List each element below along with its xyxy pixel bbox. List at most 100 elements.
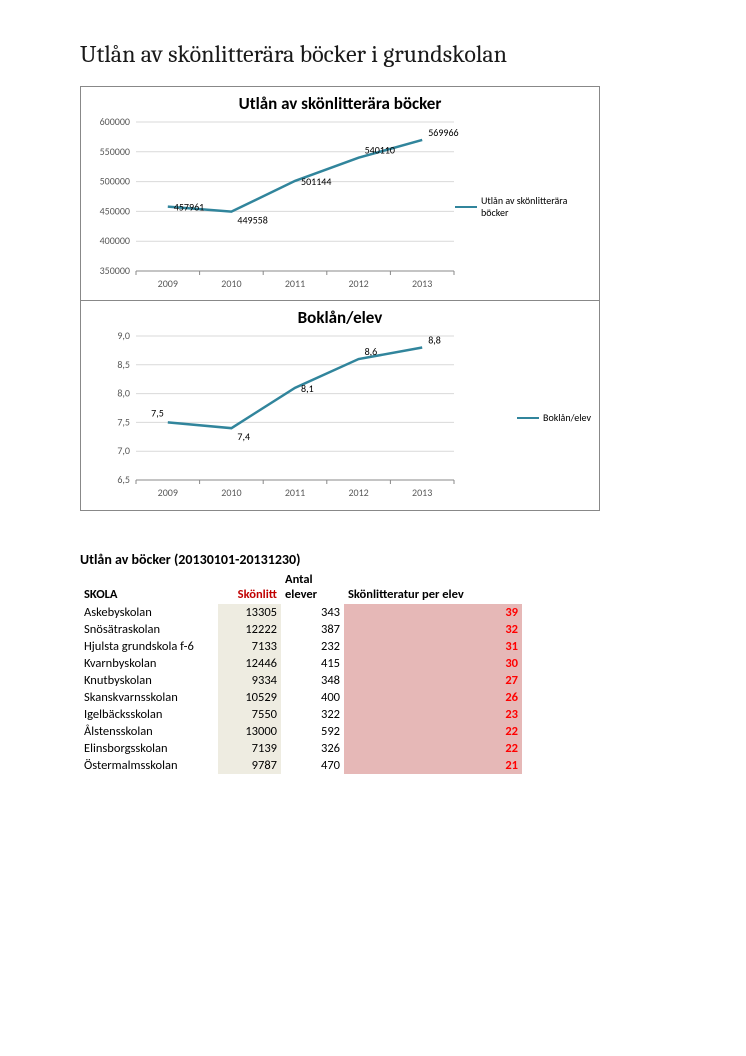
cell-skola: Hjulsta grundskola f-6	[80, 638, 218, 655]
table-row: Askebyskolan1330534339	[80, 604, 522, 621]
cell-per: 32	[344, 621, 522, 638]
data-table: SKOLA Skönlitt Antal elever Skönlitterat…	[80, 570, 522, 774]
cell-skola: Igelbäcksskolan	[80, 706, 218, 723]
cell-skola: Elinsborgsskolan	[80, 740, 218, 757]
cell-skola: Knutbyskolan	[80, 672, 218, 689]
svg-text:2013: 2013	[412, 486, 432, 499]
cell-skonlitt: 7133	[218, 638, 281, 655]
cell-skonlitt: 13000	[218, 723, 281, 740]
chart1-legend-text: Utlån av skönlitterära böcker	[481, 195, 591, 219]
svg-text:2011: 2011	[285, 277, 305, 290]
cell-per: 26	[344, 689, 522, 706]
th-elever: Antal elever	[281, 570, 344, 604]
table-row: Östermalmsskolan978747021	[80, 757, 522, 774]
table-header-row: SKOLA Skönlitt Antal elever Skönlitterat…	[80, 570, 522, 604]
svg-text:550000: 550000	[100, 145, 130, 158]
svg-text:2011: 2011	[285, 486, 305, 499]
svg-text:2009: 2009	[158, 486, 178, 499]
cell-elever: 322	[281, 706, 344, 723]
svg-text:6,5: 6,5	[117, 473, 130, 486]
table-body: Askebyskolan1330534339Snösätraskolan1222…	[80, 604, 522, 774]
table-row: Snösätraskolan1222238732	[80, 621, 522, 638]
cell-per: 30	[344, 655, 522, 672]
cell-skola: Kvarnbyskolan	[80, 655, 218, 672]
cell-elever: 348	[281, 672, 344, 689]
svg-text:450000: 450000	[100, 204, 130, 217]
th-skola: SKOLA	[80, 570, 218, 604]
cell-elever: 415	[281, 655, 344, 672]
cell-elever: 400	[281, 689, 344, 706]
svg-text:350000: 350000	[100, 264, 130, 277]
svg-text:8,5: 8,5	[117, 358, 130, 371]
cell-elever: 470	[281, 757, 344, 774]
svg-text:2012: 2012	[348, 277, 368, 290]
svg-text:2009: 2009	[158, 277, 178, 290]
chart1-legend: Utlån av skönlitterära böcker	[455, 195, 591, 219]
cell-elever: 387	[281, 621, 344, 638]
chart1-legend-swatch	[455, 206, 477, 208]
svg-text:2012: 2012	[348, 486, 368, 499]
svg-text:2010: 2010	[221, 486, 241, 499]
cell-skonlitt: 7139	[218, 740, 281, 757]
page: Utlån av skönlitterära böcker i grundsko…	[0, 0, 746, 814]
svg-text:7,5: 7,5	[151, 406, 164, 419]
svg-text:7,0: 7,0	[117, 444, 130, 457]
cell-elever: 326	[281, 740, 344, 757]
chart1-title: Utlån av skönlitterära böcker	[81, 87, 599, 114]
svg-text:600000: 600000	[100, 115, 130, 128]
cell-skonlitt: 12222	[218, 621, 281, 638]
svg-text:449558: 449558	[237, 214, 267, 227]
svg-text:9,0: 9,0	[117, 329, 130, 342]
table-row: Elinsborgsskolan713932622	[80, 740, 522, 757]
cell-skola: Skanskvarnsskolan	[80, 689, 218, 706]
cell-per: 31	[344, 638, 522, 655]
svg-text:400000: 400000	[100, 234, 130, 247]
cell-skonlitt: 12446	[218, 655, 281, 672]
cell-skola: Snösätraskolan	[80, 621, 218, 638]
cell-per: 21	[344, 757, 522, 774]
table-row: Kvarnbyskolan1244641530	[80, 655, 522, 672]
svg-text:2013: 2013	[412, 277, 432, 290]
cell-skola: Östermalmsskolan	[80, 757, 218, 774]
svg-text:457961: 457961	[174, 201, 204, 214]
cell-skonlitt: 7550	[218, 706, 281, 723]
chart2-legend: Boklån/elev	[517, 412, 591, 424]
cell-elever: 343	[281, 604, 344, 621]
svg-text:7,4: 7,4	[237, 430, 250, 443]
svg-text:8,6: 8,6	[365, 345, 378, 358]
cell-skonlitt: 9334	[218, 672, 281, 689]
cell-per: 22	[344, 723, 522, 740]
table-row: Ålstensskolan1300059222	[80, 723, 522, 740]
chart2-box: Boklån/elev 6,57,07,58,08,59,02009201020…	[80, 301, 600, 511]
table-row: Igelbäcksskolan755032223	[80, 706, 522, 723]
chart1-body: 350000 400000 450000 500000 550000 600000 2009…	[81, 114, 599, 299]
chart2-legend-swatch	[517, 417, 539, 419]
cell-per: 22	[344, 740, 522, 757]
cell-per: 27	[344, 672, 522, 689]
svg-text:2010: 2010	[221, 277, 241, 290]
cell-elever: 232	[281, 638, 344, 655]
table-row: Knutbyskolan933434827	[80, 672, 522, 689]
page-title: Utlån av skönlitterära böcker i grundsko…	[80, 40, 666, 68]
table-row: Skanskvarnsskolan1052940026	[80, 689, 522, 706]
cell-skonlitt: 13305	[218, 604, 281, 621]
th-skonlitt: Skönlitt	[218, 570, 281, 604]
cell-per: 39	[344, 604, 522, 621]
cell-per: 23	[344, 706, 522, 723]
cell-skonlitt: 10529	[218, 689, 281, 706]
table-row: Hjulsta grundskola f-6713323231	[80, 638, 522, 655]
svg-text:500000: 500000	[100, 175, 130, 188]
table-title: Utlån av böcker (20130101-20131230)	[80, 551, 666, 568]
cell-skola: Askebyskolan	[80, 604, 218, 621]
chart1-box: Utlån av skönlitterära böcker 350000 4000…	[80, 86, 600, 301]
cell-skonlitt: 9787	[218, 757, 281, 774]
cell-skola: Ålstensskolan	[80, 723, 218, 740]
svg-text:569966: 569966	[428, 126, 458, 139]
cell-elever: 592	[281, 723, 344, 740]
chart2-body: 6,57,07,58,08,59,0200920102011201220137,…	[81, 328, 599, 508]
chart2-legend-text: Boklån/elev	[543, 412, 591, 424]
svg-text:8,1: 8,1	[301, 382, 314, 395]
svg-text:7,5: 7,5	[117, 415, 130, 428]
th-per: Skönlitteratur per elev	[344, 570, 522, 604]
chart2-title: Boklån/elev	[81, 301, 599, 328]
